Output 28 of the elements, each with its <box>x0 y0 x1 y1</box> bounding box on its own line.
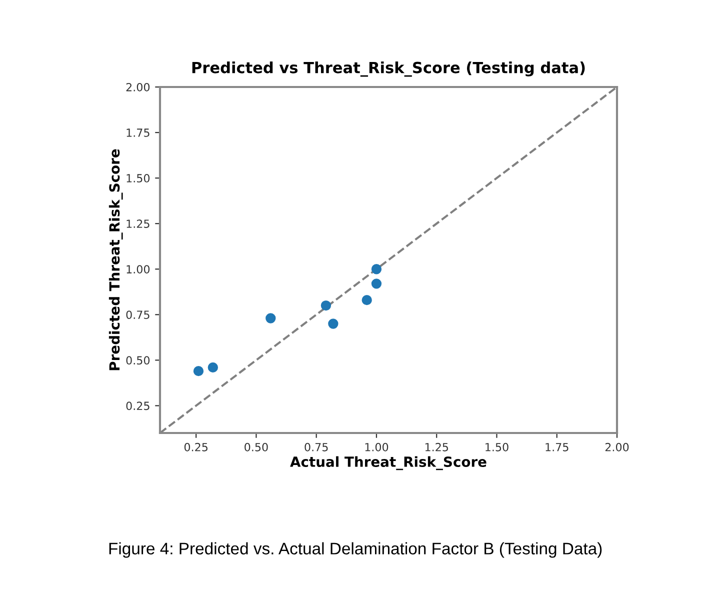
x-tick-label: 0.50 <box>244 442 268 452</box>
y-tick-label: 0.50 <box>126 356 150 365</box>
x-tick-label: 2.00 <box>605 442 629 452</box>
y-tick-label: 1.00 <box>126 265 150 274</box>
point <box>193 366 204 376</box>
point <box>371 278 382 289</box>
y-tick-label: 1.50 <box>126 174 150 182</box>
x-tick-label: 1.25 <box>425 442 448 452</box>
y-tick-label: 1.25 <box>126 220 150 228</box>
y-tick-label: 1.75 <box>126 128 150 137</box>
y-tick-label: 0.75 <box>126 310 150 320</box>
point <box>371 264 382 274</box>
chart-title: Predicted vs Threat_Risk_Score (Testing data) <box>192 62 585 77</box>
caption: Figure 4: Predicted vs. Actual Delamination Factor B (Testing Data) <box>109 542 602 558</box>
x-tick-label: 1.50 <box>486 442 508 452</box>
y-axis-title: Predicted Threat_Risk_Score <box>108 149 123 370</box>
point <box>362 294 372 306</box>
point <box>266 313 276 324</box>
x-tick-label: 1.75 <box>546 443 568 452</box>
point <box>320 300 332 311</box>
y-tick-label: 0.25 <box>126 402 150 410</box>
x-tick-label: 1.00 <box>365 442 388 452</box>
point <box>328 318 338 329</box>
y-tick-label: 2.00 <box>126 82 150 92</box>
x-tick-label: 0.25 <box>184 442 208 452</box>
point <box>208 362 218 373</box>
x-tick-label: 0.75 <box>304 442 328 452</box>
x-axis-title: Actual Threat_Risk_Score <box>290 456 486 470</box>
